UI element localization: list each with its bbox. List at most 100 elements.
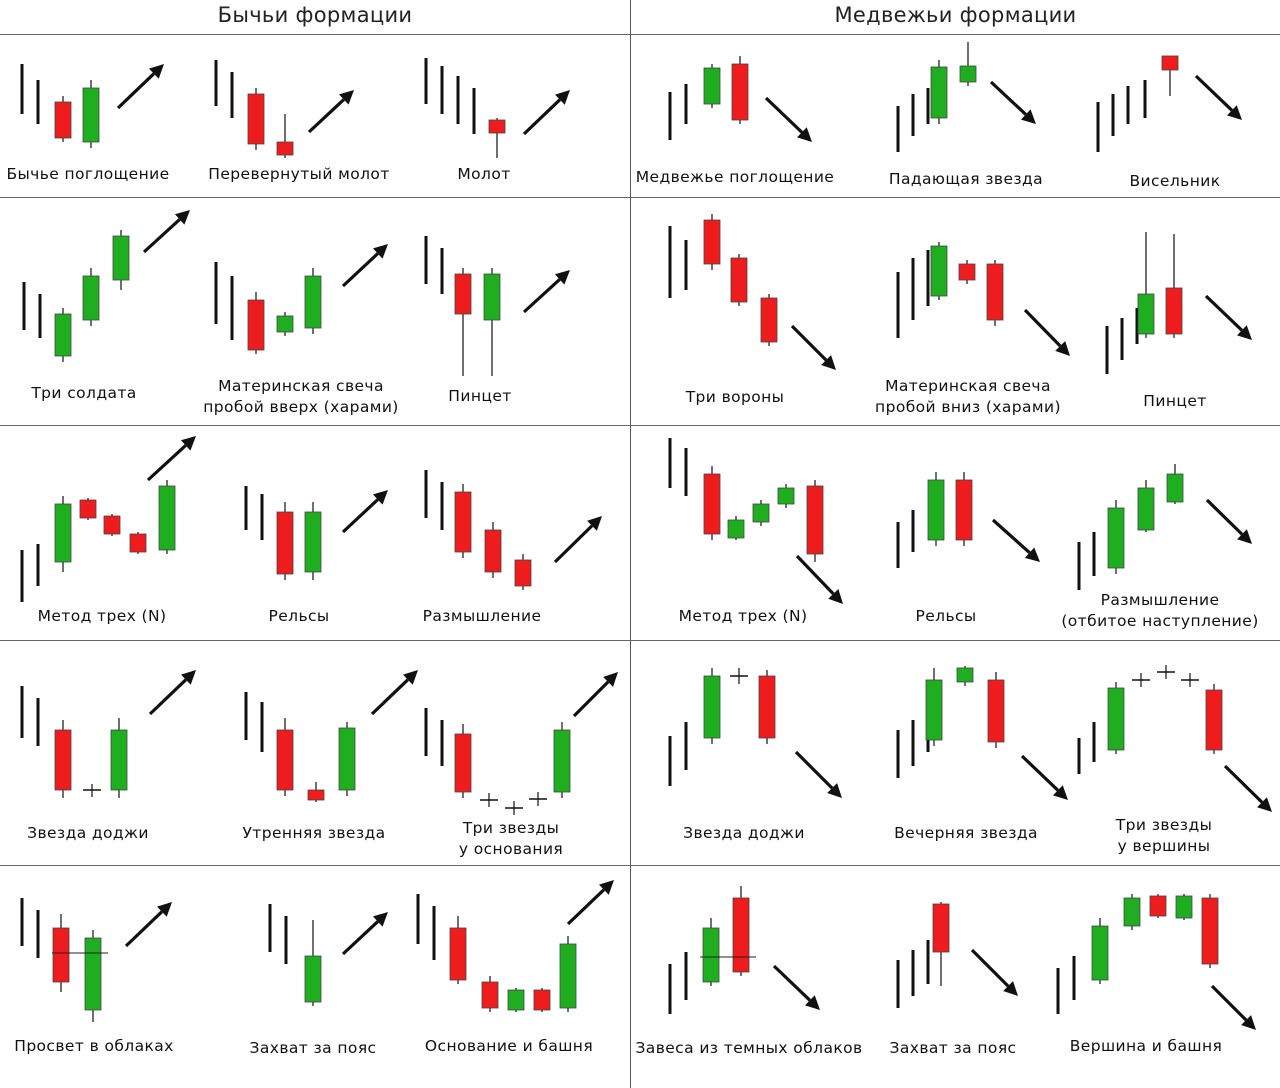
bearish-candle [247, 88, 265, 150]
pattern-label-line1: Завеса из темных облаков [635, 1039, 863, 1057]
arrow-up-right-icon [341, 912, 388, 956]
candle-body [987, 679, 1005, 743]
candle-body [732, 897, 750, 973]
arrow-shaft [1194, 74, 1233, 112]
row-divider [0, 425, 1280, 426]
arrow-up-right-icon [370, 670, 418, 716]
arrow-head [1257, 797, 1272, 812]
bearish-candle [806, 480, 824, 562]
bearish-candle [987, 672, 1005, 748]
pattern-label: Пинцет [1143, 391, 1206, 412]
bearish-candle [1205, 684, 1223, 754]
bearish-candle [730, 254, 748, 306]
bullish-candle [1137, 480, 1155, 532]
candle-body [454, 733, 472, 793]
candle-body [247, 93, 265, 145]
bullish-candle [1123, 894, 1141, 930]
arrow-head [1020, 109, 1036, 124]
candle-body [54, 313, 72, 357]
pattern-label-line1: Звезда доджи [683, 824, 805, 842]
pattern-label: Метод трех (N) [38, 606, 167, 627]
arrow-head [828, 589, 843, 604]
bullish-candle [956, 666, 974, 686]
candle-body [307, 789, 325, 801]
candle-body [54, 729, 72, 791]
candle-body [760, 297, 778, 343]
bearish-candle [54, 96, 72, 142]
pattern-label: Вершина и башня [1070, 1036, 1223, 1057]
arrow-head [587, 516, 602, 531]
bearish-candle [986, 260, 1004, 326]
bullish-candle [110, 718, 128, 798]
candle-body [702, 927, 720, 983]
arrow-head [403, 670, 418, 685]
pattern-label: Пинцет [448, 386, 511, 407]
candle-body [1107, 687, 1125, 751]
arrow-shaft [124, 910, 163, 948]
bullish-candle [304, 502, 322, 580]
arrow-down-right-icon [1210, 984, 1256, 1030]
pattern-label-line2: (отбитое наступление) [1061, 612, 1259, 630]
bullish-candle [507, 988, 525, 1012]
bullish-candle [84, 930, 102, 1022]
candle-body [483, 273, 501, 321]
bullish-candle [703, 64, 721, 108]
bullish-candle [54, 496, 72, 572]
arrow-shaft [1020, 754, 1059, 792]
bullish-candle [304, 268, 322, 334]
pattern-label: Медвежье поглощение [636, 167, 835, 188]
arrow-down-right-icon [794, 750, 842, 798]
pattern-label: Перевернутый молот [208, 164, 389, 185]
bearish-candle [488, 118, 506, 158]
pattern-label: Материнская свеча пробой вверх (харами) [203, 376, 399, 418]
bullish-candle [1137, 232, 1155, 338]
row-divider [0, 197, 1280, 198]
candle-body [514, 559, 532, 587]
doji-candle [83, 784, 101, 797]
arrow-down-right-icon [991, 518, 1040, 562]
pattern-label-line1: Молот [457, 165, 511, 183]
bullish-candle [553, 722, 571, 798]
candle-body [932, 903, 950, 953]
arrow-down-right-icon [790, 324, 836, 370]
arrow-head [149, 64, 164, 79]
arrow-shaft [991, 518, 1031, 554]
pattern-label: Три вороны [686, 387, 785, 408]
bullish-candle [1091, 918, 1109, 984]
candle-body [925, 679, 943, 741]
pattern-label-line2: пробой вверх (харами) [203, 398, 399, 416]
arrow-head [1055, 341, 1070, 356]
arrow-head [1227, 105, 1242, 120]
candle-body [54, 101, 72, 139]
candle-body [1091, 925, 1109, 981]
bullish-candle [158, 480, 176, 554]
bearish-candle [703, 214, 721, 270]
arrow-head [555, 90, 570, 105]
pattern-label-line1: Медвежье поглощение [635, 168, 835, 186]
candle-body [488, 119, 506, 134]
candle-body [1205, 689, 1223, 751]
arrow-head [554, 270, 570, 285]
candle-body [806, 485, 824, 555]
bearish-candle [247, 292, 265, 354]
bearish-candle [1201, 894, 1219, 968]
arrow-up-right-icon [142, 210, 190, 254]
pattern-label: Завеса из темных облаков [635, 1038, 862, 1059]
